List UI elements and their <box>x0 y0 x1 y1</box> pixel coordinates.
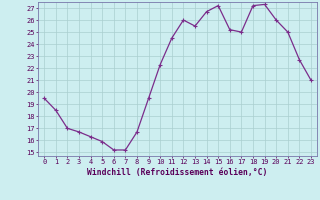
X-axis label: Windchill (Refroidissement éolien,°C): Windchill (Refroidissement éolien,°C) <box>87 168 268 177</box>
